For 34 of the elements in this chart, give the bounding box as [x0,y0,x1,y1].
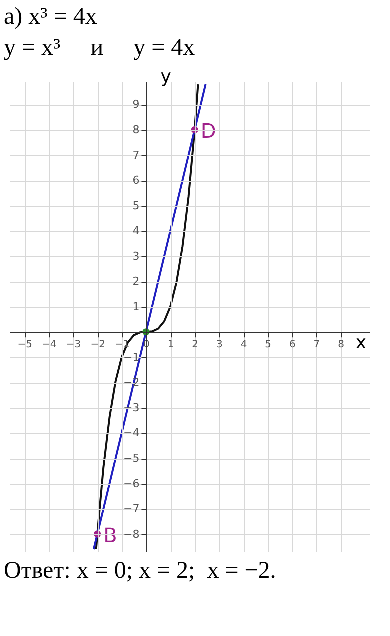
x-tick-label: 1 [168,340,174,351]
y-tick-label: −5 [123,452,140,466]
y-tick-label: 4 [132,224,140,238]
x-tick-label: 3 [216,340,223,351]
x-tick-label: 6 [289,340,296,351]
y-tick-label: −7 [123,502,140,516]
y-tick-label: −1 [123,350,140,364]
y-tick-label: 5 [132,199,140,212]
x-tick-label: −5 [18,340,32,351]
x-tick-label: −2 [90,340,106,351]
x-tick-label: 8 [338,340,344,351]
y-tick-label: 1 [132,300,140,314]
x-tick-label: −4 [42,340,57,351]
y-tick-label: 9 [132,98,140,112]
x-tick-label: −3 [66,340,82,351]
y-tick-label: 3 [132,250,140,263]
text: Ответ: x = 0; x = 2; x = −2. [3,557,278,586]
y-tick-label: 7 [132,148,140,162]
y-tick-label: −2 [123,376,140,390]
chart-title: а) x³ = 4x [3,3,98,31]
x-tick-label: 5 [265,340,272,351]
y-tick-label: 2 [132,275,140,288]
y-tick-label: −3 [123,401,140,414]
x-tick-label: 4 [240,340,248,351]
y-tick-label: 8 [132,124,140,137]
y-axis-title: y [160,66,172,88]
chart-subtitle: y = x³ и y = 4x [3,34,196,62]
x-tick-label: 7 [314,340,320,351]
y-tick-label: 6 [132,174,140,188]
x-axis-title: x [356,332,367,354]
y-tick-label: −6 [123,477,140,490]
y-tick-label: −8 [123,528,140,541]
x-tick-label: 2 [192,340,199,351]
y-tick-label: −4 [123,426,140,440]
